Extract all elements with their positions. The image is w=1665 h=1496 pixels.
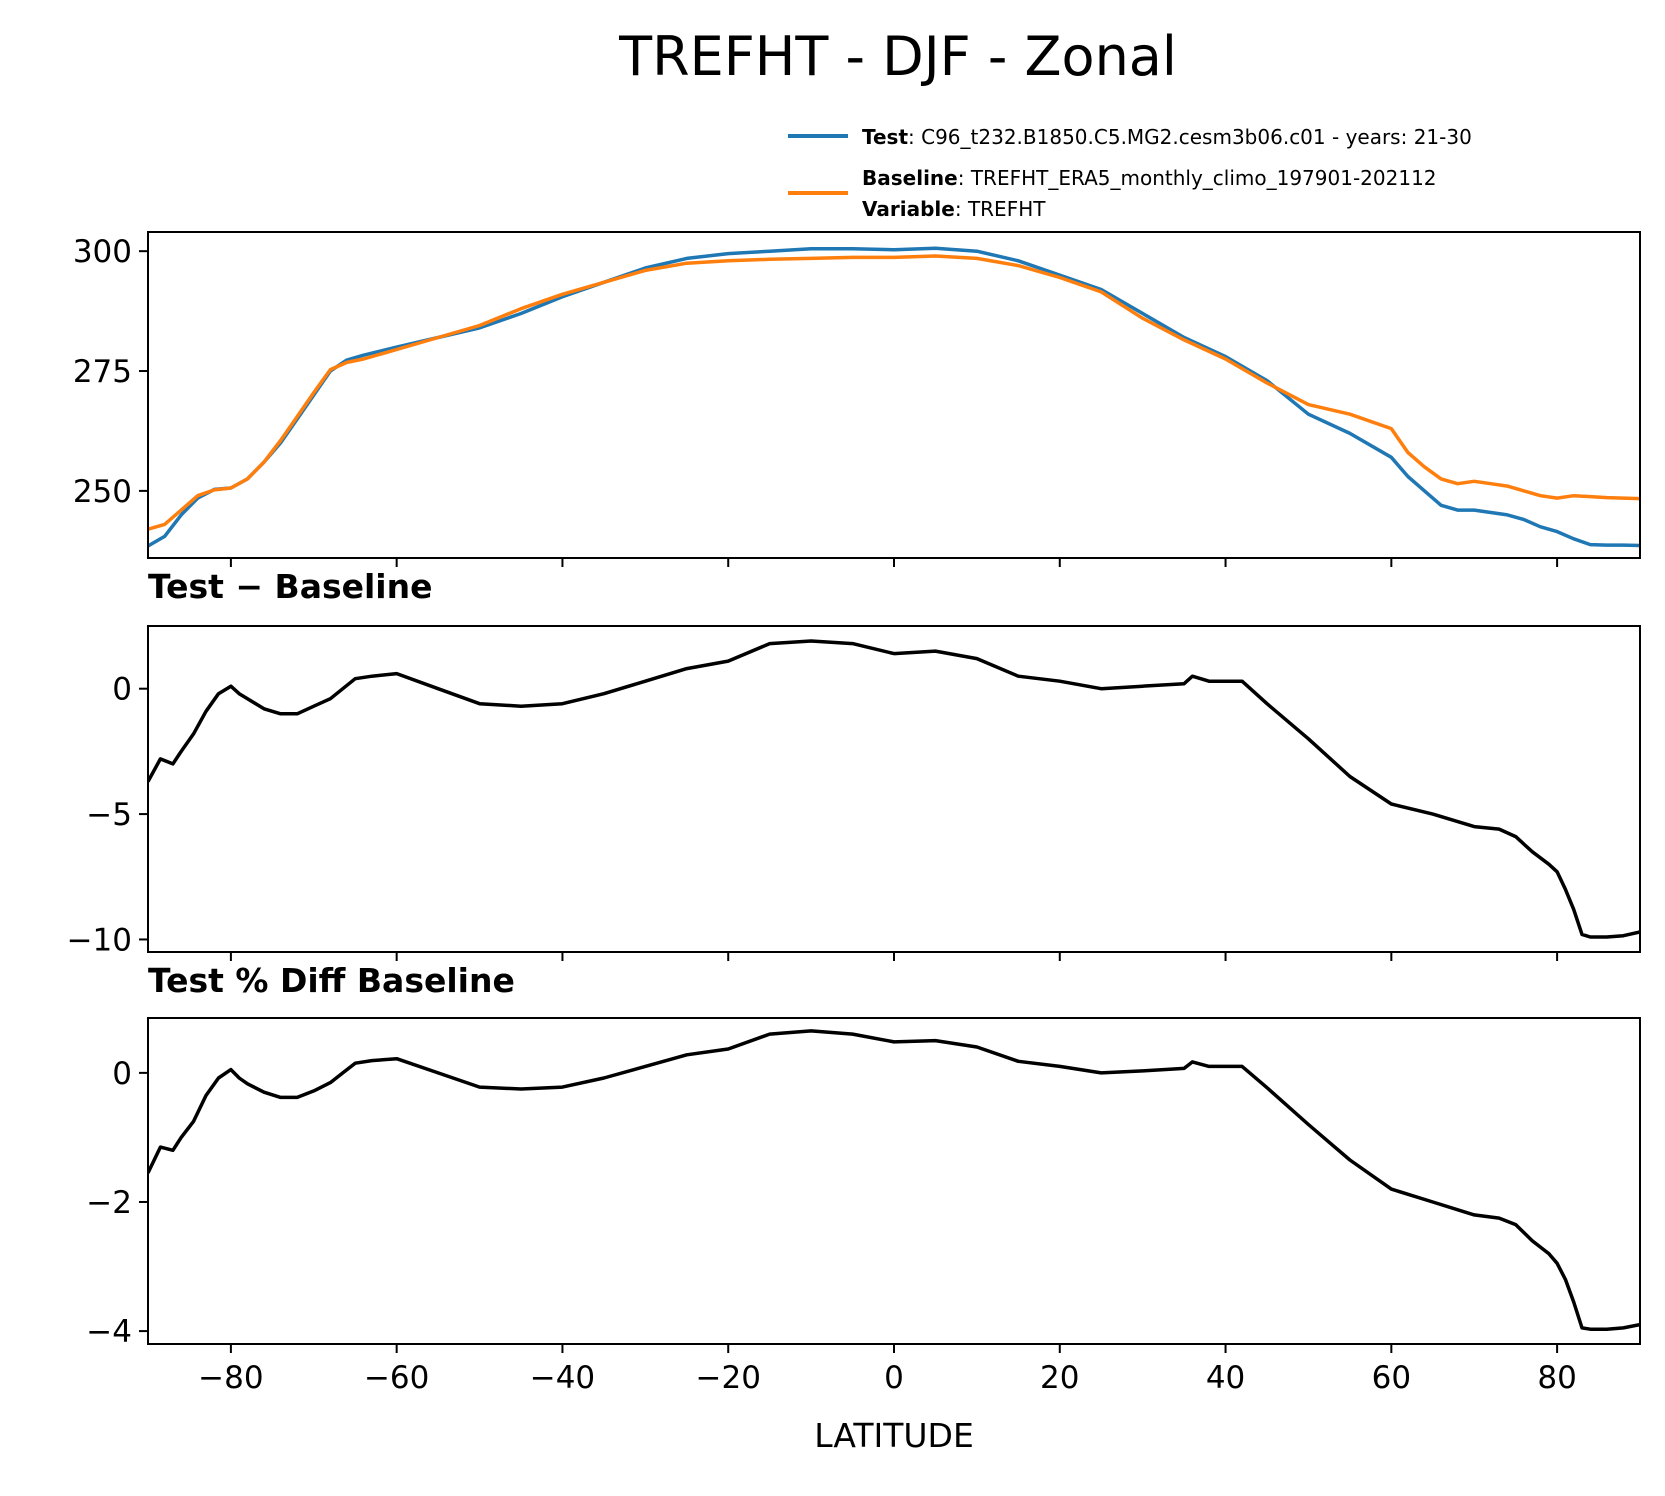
panel-title: Test % Diff Baseline	[148, 961, 515, 1000]
y-tick-label: 300	[73, 234, 132, 270]
y-tick-label: −4	[86, 1314, 132, 1350]
x-tick-label: −80	[198, 1360, 263, 1396]
x-tick-label: 60	[1372, 1360, 1411, 1396]
legend-entry-baseline: Baseline: TREFHT_ERA5_monthly_climo_1979…	[862, 166, 1437, 190]
y-tick-label: 0	[112, 672, 132, 708]
y-tick-label: −5	[86, 797, 132, 833]
y-tick-label: 250	[73, 474, 132, 510]
legend-entry-test: Test: C96_t232.B1850.C5.MG2.cesm3b06.c01…	[862, 125, 1472, 149]
x-tick-label: −20	[696, 1360, 761, 1396]
series-line-baseline	[148, 254, 1640, 531]
x-tick-label: 80	[1537, 1360, 1576, 1396]
panel-2: −10 −5 0 Test − Baseline	[67, 567, 1641, 961]
y-tick-label: −2	[86, 1185, 132, 1221]
x-tick-label: 40	[1206, 1360, 1245, 1396]
legend: Test: C96_t232.B1850.C5.MG2.cesm3b06.c01…	[788, 125, 1472, 221]
x-tick-label: 20	[1040, 1360, 1079, 1396]
y-tick-label: 275	[73, 354, 132, 390]
panel-1: 250 275 300	[73, 231, 1641, 567]
x-tick-label: −40	[530, 1360, 595, 1396]
series-line-diff	[148, 639, 1640, 939]
x-tick-label: −60	[364, 1360, 429, 1396]
x-axis-label: LATITUDE	[814, 1416, 974, 1455]
y-tick-label: 0	[112, 1056, 132, 1092]
series-line-diff	[148, 1029, 1640, 1331]
figure-title: TREFHT - DJF - Zonal	[618, 25, 1177, 88]
x-tick-label: 0	[884, 1360, 904, 1396]
legend-entry-baseline: Variable: TREFHT	[862, 197, 1046, 221]
y-tick-label: −10	[67, 922, 132, 958]
panel-title: Test − Baseline	[148, 567, 433, 606]
